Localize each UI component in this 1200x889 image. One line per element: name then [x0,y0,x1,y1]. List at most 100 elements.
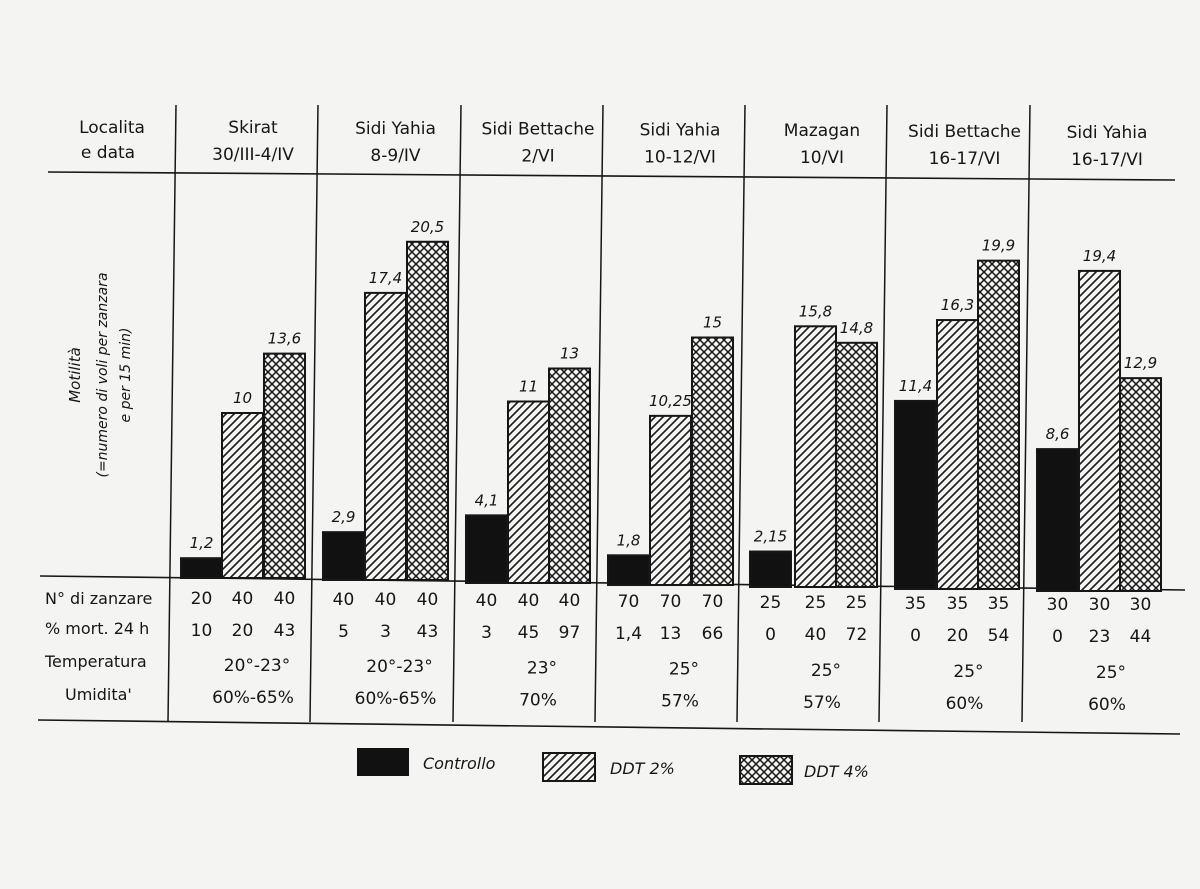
cell-umidita-7: 60% [1088,695,1126,715]
category-place-7: Sidi Yahia [1067,123,1148,143]
bar-ddt4-4 [691,336,734,586]
cell-zanzare-6-1: 35 [905,594,927,614]
category-place-1: Skirat [228,118,278,138]
category-date-4: 10-12/VI [644,147,716,167]
bar-label-ddt4-7: 12,9 [1124,354,1157,372]
bar-ddt4-6 [977,259,1020,590]
cell-mortalita-7-3: 44 [1130,627,1152,647]
cell-temperatura-4: 25° [669,660,699,680]
category-date-1: 30/III-4/IV [212,145,294,165]
column-divider-1 [167,104,177,723]
cell-zanzare-1-2: 40 [232,589,254,609]
bar-controllo-7 [1036,448,1079,592]
cell-zanzare-2-3: 40 [417,590,439,610]
category-place-6: Sidi Bettache [908,122,1021,142]
bar-label-ddt4-2: 20,5 [411,218,444,236]
column-divider-3 [452,104,462,723]
category-place-2: Sidi Yahia [355,119,436,139]
cell-mortalita-6-2: 20 [947,626,969,646]
bar-label-ddt2-5: 15,8 [799,302,832,320]
bar-ddt2-5 [794,325,837,588]
legend-label-ddt4: DDT 4% [804,762,869,781]
cell-mortalita-5-1: 0 [765,625,776,645]
bar-ddt4-7 [1119,377,1162,592]
row-header-line-1: Localita [79,118,145,138]
bar-ddt2-3 [507,400,550,584]
category-date-7: 16-17/VI [1071,150,1143,170]
y-axis-label-line-1: Motilità [66,347,84,403]
bar-ddt2-1 [221,412,264,579]
bar-label-ddt4-1: 13,6 [268,330,301,348]
y-axis-label-line-3: e per 15 min) [118,328,134,423]
bar-controllo-1 [180,557,223,580]
bar-ddt2-4 [649,414,692,586]
cell-temperatura-5: 25° [811,661,841,681]
category-date-2: 8-9/IV [370,146,421,166]
bar-ddt2-6 [936,319,979,590]
bar-label-controllo-6: 11,4 [899,377,932,395]
category-place-3: Sidi Bettache [482,120,595,140]
bar-label-controllo-4: 1,8 [617,531,641,549]
bar-label-ddt4-5: 14,8 [840,319,873,337]
legend-label-controllo: Controllo [423,754,496,773]
y-axis-label-line-2: (=numero di voli per zanzara [95,272,111,477]
cell-temperatura-2: 20°-23° [366,657,432,677]
cell-mortalita-6-1: 0 [910,626,921,646]
bar-ddt4-3 [548,367,591,584]
cell-zanzare-2-1: 40 [333,590,355,610]
cell-temperatura-3: 23° [527,658,557,678]
cell-zanzare-5-3: 25 [846,593,868,613]
cell-mortalita-2-1: 5 [338,622,349,642]
cell-mortalita-1-1: 10 [191,621,213,641]
cell-zanzare-7-3: 30 [1130,595,1152,615]
bar-ddt4-1 [263,352,306,579]
cell-zanzare-3-2: 40 [518,591,540,611]
bar-controllo-4 [607,554,650,586]
category-place-4: Sidi Yahia [640,120,721,140]
row-label-zanzare: N° di zanzare [45,589,152,608]
bar-controllo-2 [322,531,365,582]
cell-mortalita-1-3: 43 [274,621,296,641]
category-place-5: Mazagan [784,121,860,141]
legend-swatch-ddt2 [542,752,596,782]
column-divider-7 [1021,104,1031,723]
y-axis-label: Motilità (=numero di voli per zanzara e … [66,272,134,477]
cell-mortalita-6-3: 54 [988,626,1010,646]
table-cells-layer: 20104020404320°-23°60%-65%405403404320°-… [191,589,1152,715]
bar-label-controllo-7: 8,6 [1046,425,1070,443]
cell-zanzare-3-1: 40 [476,591,498,611]
bars-layer: 1,2 10 13,6 2,9 17,4 20,5 4,1 11 13 1,8 10,25 15 2,1… [180,218,1162,592]
columns-layer: Skirat 30/III-4/IV Sidi Yahia 8-9/IV Sidi Be… [167,104,1148,723]
legend-swatch-controllo [357,748,409,776]
cell-zanzare-6-3: 35 [988,594,1010,614]
cell-zanzare-2-2: 40 [375,590,397,610]
category-date-5: 10/VI [800,148,844,168]
bar-ddt2-2 [364,291,407,581]
column-divider-2 [309,104,319,723]
row-label-umidita: Umidita' [65,685,132,704]
row-label-temperatura: Temperatura [44,652,147,671]
cell-zanzare-5-1: 25 [760,593,782,613]
category-date-6: 16-17/VI [929,149,1001,169]
cell-mortalita-2-3: 43 [417,622,439,642]
row-label-mortalita: % mort. 24 h [45,619,149,638]
cell-mortalita-4-2: 13 [660,624,682,644]
cell-mortalita-3-1: 3 [481,623,492,643]
bar-ddt4-5 [835,341,878,588]
bar-label-ddt2-6: 16,3 [941,296,974,314]
column-divider-4 [594,104,604,723]
legend-swatch-ddt4 [739,755,793,785]
cell-zanzare-3-3: 40 [559,591,581,611]
row-header-line-2: e data [81,143,135,163]
bar-ddt2-7 [1078,269,1121,592]
bar-label-ddt4-3: 13 [560,345,579,363]
cell-mortalita-1-2: 20 [232,621,254,641]
bar-ddt4-2 [406,240,449,581]
bar-label-ddt2-7: 19,4 [1083,247,1116,265]
cell-zanzare-5-2: 25 [805,593,827,613]
bar-label-controllo-1: 1,2 [190,534,214,552]
column-divider-5 [736,104,746,723]
cell-temperatura-6: 25° [953,662,983,682]
cell-umidita-3: 70% [519,690,557,710]
